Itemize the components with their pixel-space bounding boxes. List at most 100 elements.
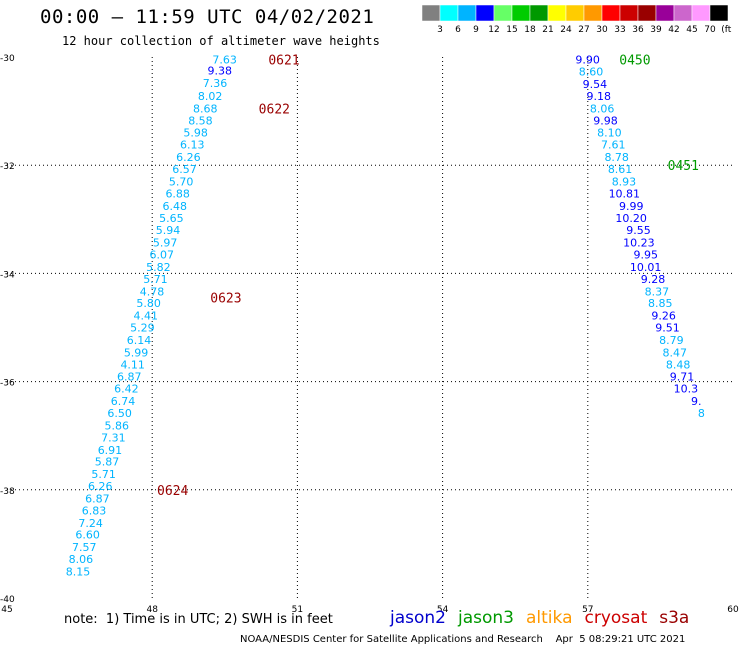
wave-height-label: 8.48	[666, 358, 691, 371]
color-scale-label: 9	[473, 25, 479, 35]
wave-height-label: 5.29	[130, 322, 155, 335]
y-tick-label: -34	[0, 270, 15, 280]
wave-height-label: 5.99	[124, 346, 149, 359]
wave-height-label: 6.57	[172, 163, 197, 176]
wave-height-label: 6.87	[117, 371, 142, 384]
wave-height-label: 7.63	[212, 54, 237, 67]
wave-height-label: 8.02	[198, 90, 223, 103]
wave-height-label: 10.23	[623, 237, 655, 250]
wave-height-label: 6.91	[98, 444, 123, 457]
wave-height-label: 9.18	[587, 90, 612, 103]
wave-height-label: 6.50	[107, 407, 132, 420]
wave-height-label: 7.36	[203, 77, 228, 90]
color-scale-label: 39	[650, 25, 662, 35]
wave-height-label: 9.26	[651, 310, 676, 323]
wave-height-label: 4.78	[140, 285, 165, 298]
x-tick-label: 48	[146, 605, 158, 615]
time-label: 0451	[668, 159, 699, 174]
y-tick-label: -36	[0, 379, 15, 389]
y-tick-label: -38	[0, 487, 15, 497]
wave-height-label: 6.42	[114, 383, 139, 396]
color-scale-label: 6	[455, 25, 461, 35]
wave-height-label: 6.26	[176, 151, 201, 164]
wave-height-label: 4.41	[134, 310, 159, 323]
wave-height-label: 6.07	[149, 248, 174, 261]
time-label: 0450	[619, 54, 650, 69]
color-scale-label: 45	[686, 25, 697, 35]
color-scale-label: 18	[524, 25, 536, 35]
wave-height-label: 6.88	[165, 187, 190, 200]
wave-height-label: 5.70	[169, 175, 194, 188]
wave-height-label: 9.99	[619, 200, 644, 213]
wave-height-label: 6.48	[163, 200, 188, 213]
color-scale-label: 24	[560, 25, 572, 35]
wave-height-label: 8.79	[659, 334, 684, 347]
color-scale-label: 15	[506, 25, 517, 35]
color-scale-label: 42	[668, 25, 679, 35]
time-label: 0624	[157, 484, 188, 499]
y-tick-label: -30	[0, 54, 15, 64]
wave-height-label: 5.87	[95, 456, 120, 469]
wave-height-label: 10.20	[615, 212, 647, 225]
wave-height-label: 5.80	[136, 297, 161, 310]
wave-height-label: 4.11	[120, 358, 145, 371]
wave-height-label: 10.01	[630, 261, 662, 274]
wave-height-label: 9.98	[593, 114, 618, 127]
wave-height-label: 8.68	[193, 102, 218, 115]
wave-height-label: 5.97	[153, 237, 178, 250]
color-scale-label: 3	[437, 25, 443, 35]
wave-height-label: 7.61	[601, 139, 626, 152]
wave-height-label: 5.98	[183, 127, 208, 140]
wave-height-label: 7.57	[72, 541, 97, 554]
wave-height-label: 8.47	[663, 346, 688, 359]
wave-height-label: 10.3	[674, 383, 699, 396]
x-tick-label: 60	[727, 605, 739, 615]
wave-height-label: 6.13	[180, 139, 205, 152]
wave-height-label: 9.90	[575, 54, 600, 67]
wave-height-label: 7.31	[101, 431, 126, 444]
wave-height-label: 8	[698, 407, 705, 420]
x-tick-label: 57	[582, 605, 593, 615]
wave-height-label: 8.60	[579, 66, 604, 79]
wave-height-label: 6.26	[88, 480, 113, 493]
color-scale-label: 70	[704, 25, 716, 35]
wave-height-label: 9.71	[670, 371, 695, 384]
wave-height-label: 8.06	[590, 102, 615, 115]
chart-subtitle: 12 hour collection of altimeter wave hei…	[62, 34, 380, 48]
x-tick-label: 54	[437, 605, 449, 615]
wave-height-label: 8.85	[648, 297, 673, 310]
wave-height-label: 8.15	[66, 565, 91, 578]
footer-credit: NOAA/NESDIS Center for Satellite Applica…	[240, 634, 686, 645]
time-label: 0621	[268, 54, 299, 69]
wave-height-label: 8.06	[69, 553, 94, 566]
wave-height-label: 9.95	[633, 248, 658, 261]
wave-height-label: 9.	[691, 395, 702, 408]
y-tick-label: -40	[0, 595, 15, 605]
satellite-legend: jason2 jason3 altika cryosat s3a	[390, 608, 701, 628]
color-scale-label: 33	[614, 25, 625, 35]
color-scale-label: (ft)	[721, 25, 732, 35]
wave-height-label: 5.65	[159, 212, 184, 225]
wave-height-label: 5.82	[146, 261, 171, 274]
color-scale-label: 21	[542, 25, 553, 35]
x-tick-label: 45	[1, 605, 12, 615]
color-swatch	[709, 4, 729, 22]
color-scale-label: 12	[488, 25, 499, 35]
legend-item-jason2: jason2	[390, 608, 446, 628]
legend-item-s3a: s3a	[659, 608, 690, 628]
wave-height-label: 8.93	[612, 175, 637, 188]
wave-height-label: 9.38	[208, 65, 233, 78]
wave-height-label: 9.55	[626, 224, 651, 237]
wave-height-label: 6.83	[82, 504, 107, 517]
legend-item-altika: altika	[526, 608, 573, 628]
legend-item-cryosat: cryosat	[584, 608, 648, 628]
wave-height-label: 10.81	[609, 187, 641, 200]
footer-note: note: 1) Time is in UTC; 2) SWH is in fe…	[64, 612, 333, 627]
wave-height-label: 7.24	[78, 517, 103, 530]
wave-height-label: 8.61	[608, 163, 633, 176]
wave-height-label: 8.58	[188, 114, 213, 127]
wave-height-label: 6.60	[75, 529, 100, 542]
x-tick-label: 51	[292, 605, 303, 615]
